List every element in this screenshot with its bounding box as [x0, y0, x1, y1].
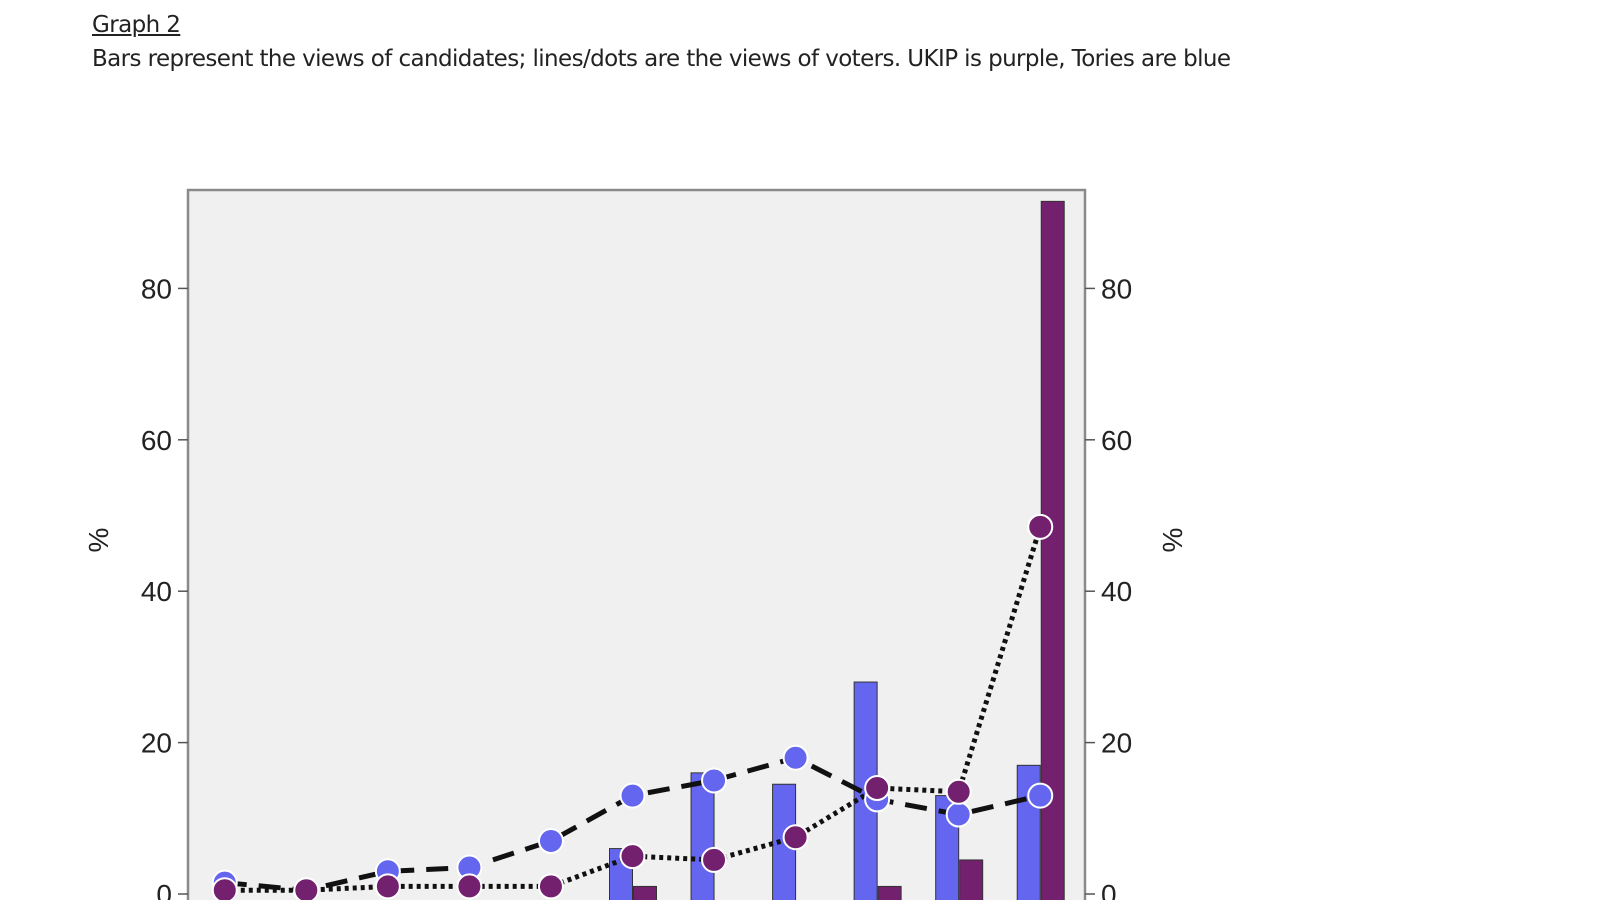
point-ukip-voters-8	[782, 824, 809, 851]
point-tories-voters-5	[537, 828, 564, 855]
point-ukip-voters-3	[374, 873, 401, 900]
y-axis-title-left: %	[83, 528, 114, 553]
caption-description: Bars represent the views of candidates; …	[92, 46, 1231, 72]
point-ukip-voters-4	[456, 873, 483, 900]
y-axis-title-right: %	[1157, 528, 1188, 553]
bar-ukip-9	[877, 885, 902, 900]
y-tick-label-right: 80	[1101, 273, 1132, 304]
y-tick-label-left: 80	[141, 273, 172, 304]
plot-area	[186, 188, 1087, 900]
y-tick-label-left: 40	[141, 576, 172, 607]
point-tories-voters-11	[1027, 782, 1054, 809]
point-ukip-voters-10	[945, 778, 972, 805]
point-tories-voters-10	[945, 801, 972, 828]
point-ukip-voters-7	[701, 846, 728, 873]
y-tick-label-left: 60	[141, 425, 172, 456]
bar-ukip-11	[1040, 200, 1065, 900]
caption-title: Graph 2	[92, 12, 181, 38]
bar-ukip-10	[959, 859, 984, 900]
y-tick-label-left: 0	[156, 879, 172, 900]
chart-caption: Graph 2 Bars represent the views of cand…	[92, 8, 1292, 76]
point-tories-voters-6	[619, 782, 646, 809]
point-tories-voters-7	[701, 767, 728, 794]
y-tick-label-right: 60	[1101, 425, 1132, 456]
point-ukip-voters-1	[211, 877, 238, 900]
point-ukip-voters-5	[537, 873, 564, 900]
point-ukip-voters-9	[864, 775, 891, 802]
y-tick-label-left: 20	[141, 728, 172, 759]
y-tick-label-right: 40	[1101, 576, 1132, 607]
point-ukip-voters-11	[1027, 513, 1054, 540]
y-tick-label-right: 20	[1101, 728, 1132, 759]
point-tories-voters-8	[782, 744, 809, 771]
point-ukip-voters-6	[619, 843, 646, 870]
y-tick-label-right: 0	[1101, 879, 1117, 900]
point-ukip-voters-2	[293, 877, 320, 900]
bar-ukip-6	[633, 885, 657, 900]
